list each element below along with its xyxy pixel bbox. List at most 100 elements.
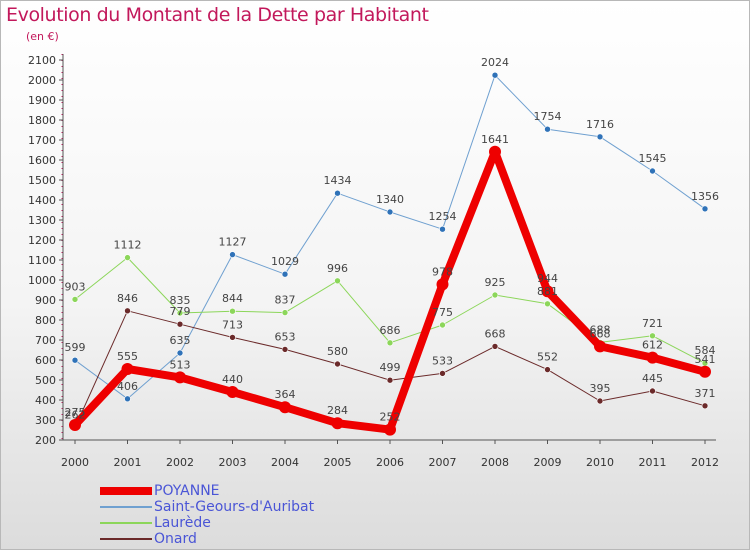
data-point-onard [649, 387, 656, 395]
data-label-saint-geours-d-auribat: 406 [117, 380, 138, 393]
y-tick-label: 1400 [28, 194, 56, 207]
legend-item: Laurède [100, 515, 360, 532]
data-point-poyanne [226, 386, 239, 398]
data-point-poyanne [489, 145, 501, 158]
y-tick-label: 1700 [28, 134, 56, 147]
x-tick-label: 2007 [429, 456, 457, 469]
y-tick-label: 400 [35, 394, 56, 407]
data-point-laur-de [439, 321, 446, 329]
data-label-poyanne: 944 [537, 272, 558, 285]
data-point-onard [124, 307, 131, 315]
x-tick-label: 2008 [481, 456, 509, 469]
x-tick-label: 2010 [586, 456, 614, 469]
data-label-onard: 552 [537, 351, 558, 364]
data-label-poyanne: 1641 [481, 133, 509, 146]
y-tick-label: 1500 [28, 174, 56, 187]
x-tick-label: 2012 [691, 456, 719, 469]
data-label-poyanne: 364 [275, 388, 296, 401]
data-label-laur-de: 584 [695, 344, 716, 357]
data-label-laur-de: 881 [537, 285, 558, 298]
data-label-poyanne: 440 [222, 373, 243, 386]
data-point-onard [439, 370, 446, 377]
x-tick-label: 2000 [61, 456, 89, 469]
legend-swatch [100, 487, 152, 495]
data-point-poyanne [174, 371, 186, 384]
legend-swatch [100, 506, 152, 508]
chart-axes: 200 300 400 500 600 700 800 900 1000 1100 1200 1300… [28, 54, 719, 469]
data-label-poyanne: 541 [695, 353, 716, 366]
y-tick-label: 300 [35, 414, 56, 427]
legend-item: POYANNE [100, 483, 360, 500]
x-tick-label: 2004 [271, 456, 299, 469]
data-label-saint-geours-d-auribat: 1127 [219, 236, 247, 249]
data-label-poyanne: 284 [327, 404, 348, 417]
data-point-laur-de [229, 307, 236, 315]
data-point-poyanne [331, 417, 344, 430]
data-point-saint-geours-d-auribat [491, 71, 499, 79]
data-point-poyanne [541, 285, 554, 298]
chart-title: Evolution du Montant de la Dette par Hab… [6, 4, 429, 26]
data-point-laur-de [176, 309, 184, 317]
y-tick-label: 900 [35, 294, 56, 307]
data-point-poyanne [699, 365, 711, 378]
y-tick-label: 800 [35, 314, 56, 327]
data-label-saint-geours-d-auribat: 1434 [324, 174, 352, 187]
data-label-poyanne: 275 [65, 406, 86, 419]
legend-item: Saint-Geours-d'Auribat [100, 499, 360, 516]
y-tick-label: 200 [35, 434, 56, 447]
x-tick-label: 2006 [376, 456, 404, 469]
y-tick-label: 2000 [28, 74, 56, 87]
data-label-poyanne: 612 [642, 339, 663, 352]
data-point-poyanne [646, 351, 659, 364]
data-point-saint-geours-d-auribat [281, 270, 289, 278]
data-point-saint-geours-d-auribat [596, 133, 604, 141]
data-point-saint-geours-d-auribat [71, 356, 79, 364]
data-label-onard: 262 [65, 409, 86, 422]
data-label-onard: 533 [432, 354, 453, 367]
data-label-onard: 713 [222, 318, 243, 331]
legend-label: Saint-Geours-d'Auribat [154, 499, 315, 515]
line-chart: 200 300 400 500 600 700 800 900 1000 1100 1200 1300… [28, 54, 719, 469]
y-tick-label: 1100 [28, 254, 56, 267]
data-label-onard: 395 [590, 382, 611, 395]
x-tick-label: 2003 [219, 456, 247, 469]
data-label-laur-de: 721 [642, 317, 663, 330]
data-point-onard [176, 320, 184, 328]
legend-swatch [100, 538, 152, 540]
y-tick-label: 600 [35, 354, 56, 367]
legend-label: Onard [154, 531, 197, 547]
data-point-saint-geours-d-auribat [229, 251, 236, 258]
data-point-poyanne [436, 278, 449, 291]
data-label-laur-de: 686 [380, 324, 401, 337]
data-label-poyanne: 668 [590, 327, 611, 340]
x-tick-label: 2005 [324, 456, 352, 469]
data-point-onard [334, 360, 341, 368]
data-label-laur-de: 903 [65, 280, 86, 293]
data-label-poyanne: 555 [117, 350, 138, 363]
data-point-laur-de [544, 300, 551, 308]
data-label-saint-geours-d-auribat: 1545 [639, 152, 667, 165]
data-point-laur-de [649, 332, 656, 340]
data-point-laur-de [491, 291, 499, 299]
data-point-poyanne [384, 423, 396, 436]
data-label-poyanne: 978 [432, 265, 453, 278]
data-label-poyanne: 513 [170, 358, 191, 371]
data-label-onard: 445 [642, 372, 663, 385]
x-tick-label: 2009 [534, 456, 562, 469]
chart-legend: POYANNE Saint-Geours-d'Auribat Laurède Onar… [100, 483, 360, 548]
data-point-onard [701, 402, 709, 410]
chart-series [69, 71, 711, 436]
data-label-saint-geours-d-auribat: 1754 [534, 110, 562, 123]
data-label-laur-de: 837 [275, 294, 296, 307]
legend-item: Onard [100, 531, 360, 548]
data-point-onard [229, 334, 236, 341]
data-point-saint-geours-d-auribat [334, 189, 341, 197]
y-tick-label: 700 [35, 334, 56, 347]
chart-subtitle: (en €) [26, 30, 59, 43]
data-label-saint-geours-d-auribat: 1716 [586, 118, 614, 131]
data-label-saint-geours-d-auribat: 635 [170, 334, 191, 347]
data-label-saint-geours-d-auribat: 599 [65, 341, 86, 354]
y-tick-label: 1800 [28, 114, 56, 127]
data-point-onard [544, 366, 551, 373]
data-label-laur-de: 1112 [114, 239, 142, 252]
